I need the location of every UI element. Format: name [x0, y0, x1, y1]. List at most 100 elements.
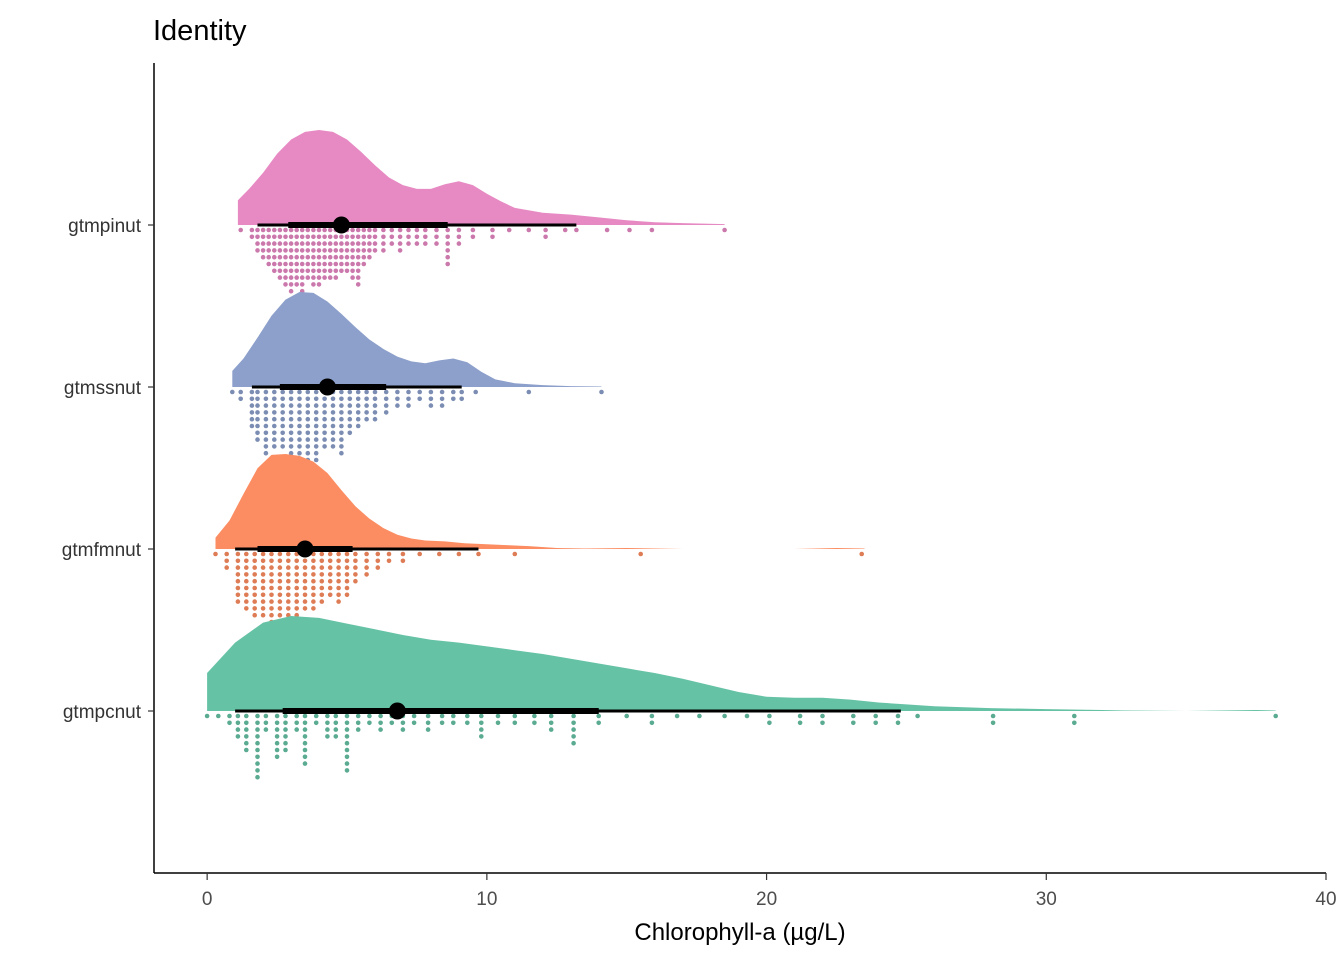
data-dot-gtmfmnut: [244, 565, 249, 570]
data-dot-gtmssnut: [238, 389, 243, 395]
data-dot-gtmpinut: [423, 227, 428, 233]
data-dot-gtmpinut: [288, 288, 294, 294]
data-dot-gtmpinut: [299, 282, 305, 287]
data-dot-gtmpcnut: [851, 720, 856, 726]
raincloud-gtmpinut: [237, 130, 727, 294]
data-dot-gtmfmnut: [260, 572, 266, 577]
data-dot-gtmpinut: [333, 234, 339, 240]
data-dot-gtmfmnut: [244, 585, 249, 591]
data-dot-gtmpcnut: [344, 727, 350, 732]
data-dot-gtmpcnut: [263, 713, 269, 719]
data-dot-gtmfmnut: [244, 551, 249, 557]
data-dot-gtmfmnut: [311, 585, 316, 591]
data-dot-gtmpcnut: [302, 734, 308, 739]
data-dot-gtmpinut: [283, 254, 288, 260]
data-dot-gtmpcnut: [495, 713, 501, 719]
data-dot-gtmssnut: [297, 450, 302, 456]
data-dot-gtmssnut: [355, 396, 361, 402]
data-dot-gtmfmnut: [213, 551, 218, 557]
data-dot-gtmpinut: [255, 241, 260, 246]
data-dot-gtmpcnut: [244, 727, 249, 732]
data-dot-gtmfmnut: [302, 606, 308, 611]
data-dot-gtmpcnut: [294, 727, 300, 732]
data-dot-gtmssnut: [459, 396, 465, 402]
data-dot-gtmpcnut: [389, 720, 395, 726]
data-dot-gtmfmnut: [269, 558, 274, 564]
data-dot-gtmpcnut: [512, 713, 518, 719]
data-dot-gtmfmnut: [277, 558, 283, 564]
data-dot-gtmpinut: [322, 268, 327, 274]
data-dot-gtmpinut: [361, 261, 367, 267]
data-dot-gtmpinut: [311, 275, 316, 280]
y-axis-ticks: gtmpinut gtmssnut gtmfmnut gtmpcnut: [62, 216, 154, 723]
data-dot-gtmfmnut: [336, 551, 341, 557]
data-dot-gtmssnut: [599, 389, 604, 395]
data-dot-gtmssnut: [526, 389, 532, 395]
data-dot-gtmfmnut: [260, 585, 266, 591]
data-dot-gtmpcnut: [990, 713, 996, 719]
data-dot-gtmfmnut: [260, 578, 266, 584]
data-dot-gtmssnut: [297, 416, 302, 422]
data-dot-gtmpcnut: [400, 720, 406, 726]
median-point-gtmssnut: [318, 378, 336, 396]
data-dot-gtmpinut: [272, 268, 277, 274]
data-dot-gtmpinut: [299, 268, 305, 274]
data-dot-gtmpinut: [283, 227, 288, 233]
data-dot-gtmpinut: [260, 234, 266, 240]
data-dot-gtmssnut: [280, 416, 286, 422]
data-dot-gtmssnut: [280, 423, 286, 429]
data-dot-gtmpinut: [406, 241, 411, 246]
dots-gtmpcnut: [204, 713, 1278, 780]
data-dot-gtmpinut: [327, 268, 333, 274]
data-dot-gtmfmnut: [386, 558, 392, 564]
data-dot-gtmpcnut: [283, 747, 288, 753]
data-dot-gtmpinut: [272, 254, 277, 260]
data-dot-gtmpcnut: [820, 720, 825, 726]
data-dot-gtmpinut: [294, 234, 300, 240]
data-dot-gtmpinut: [322, 234, 327, 240]
data-dot-gtmssnut: [347, 416, 353, 422]
data-dot-gtmpinut: [322, 241, 327, 246]
data-dot-gtmpinut: [333, 241, 339, 246]
data-dot-gtmssnut: [255, 437, 260, 442]
data-dot-gtmfmnut: [344, 592, 350, 598]
data-dot-gtmfmnut: [386, 551, 392, 557]
data-dot-gtmpinut: [288, 268, 294, 274]
data-dot-gtmfmnut: [344, 572, 350, 577]
data-dot-gtmpinut: [288, 227, 294, 233]
data-dot-gtmfmnut: [235, 592, 241, 598]
data-dot-gtmfmnut: [302, 599, 308, 604]
data-dot-gtmpinut: [283, 282, 288, 287]
data-dot-gtmpinut: [277, 275, 283, 280]
data-dot-gtmpcnut: [797, 713, 803, 719]
data-dot-gtmssnut: [305, 396, 311, 402]
data-dot-gtmfmnut: [277, 592, 283, 598]
data-dot-gtmpcnut: [302, 747, 308, 753]
data-dot-gtmpinut: [299, 234, 305, 240]
data-dot-gtmpinut: [288, 261, 294, 267]
data-dot-gtmssnut: [355, 423, 361, 429]
data-dot-gtmpcnut: [411, 713, 417, 719]
raincloud-gtmpcnut: [204, 616, 1278, 780]
data-dot-gtmpinut: [299, 248, 305, 253]
data-dot-gtmssnut: [255, 416, 260, 422]
data-dot-gtmfmnut: [319, 599, 325, 604]
data-dot-gtmssnut: [347, 430, 353, 436]
x-tick-label: 10: [476, 889, 497, 910]
data-dot-gtmpinut: [272, 234, 277, 240]
data-dot-gtmpcnut: [439, 720, 445, 726]
data-dot-gtmpinut: [490, 234, 495, 240]
data-dot-gtmssnut: [249, 403, 255, 408]
data-dot-gtmssnut: [451, 396, 456, 402]
data-dot-gtmfmnut: [344, 551, 350, 557]
data-dot-gtmpcnut: [465, 713, 470, 719]
data-dot-gtmpinut: [367, 248, 372, 253]
data-dot-gtmpinut: [562, 227, 568, 233]
data-dot-gtmpcnut: [895, 720, 901, 726]
data-dot-gtmssnut: [313, 437, 319, 442]
data-dot-gtmpinut: [283, 275, 288, 280]
data-dot-gtmpcnut: [378, 713, 383, 719]
data-dot-gtmfmnut: [336, 558, 341, 564]
data-dot-gtmfmnut: [294, 578, 300, 584]
data-dot-gtmpcnut: [344, 768, 350, 773]
